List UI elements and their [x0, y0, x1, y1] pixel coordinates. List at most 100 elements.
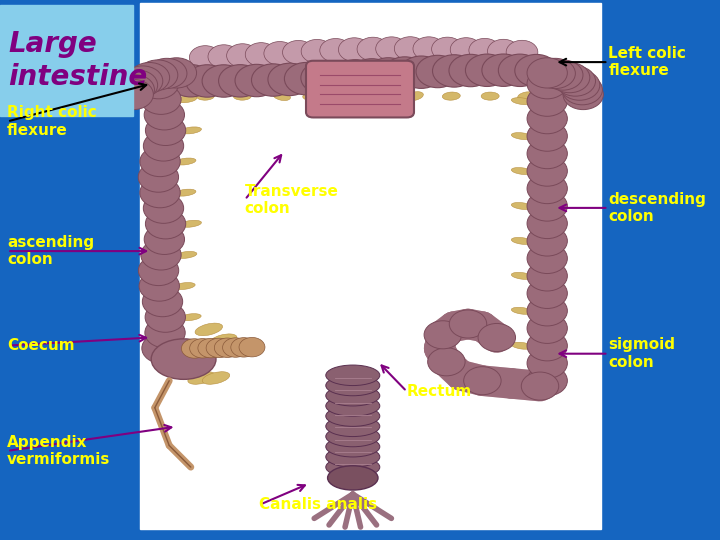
Circle shape	[559, 70, 600, 100]
Ellipse shape	[325, 375, 380, 396]
Ellipse shape	[325, 396, 380, 416]
Ellipse shape	[195, 323, 222, 336]
Ellipse shape	[302, 92, 320, 100]
Ellipse shape	[325, 426, 380, 447]
Circle shape	[376, 37, 408, 60]
Circle shape	[301, 39, 333, 63]
Circle shape	[527, 86, 567, 116]
Circle shape	[231, 338, 257, 357]
Ellipse shape	[475, 92, 493, 100]
Circle shape	[449, 55, 492, 87]
FancyBboxPatch shape	[0, 5, 133, 116]
Circle shape	[264, 42, 296, 65]
Ellipse shape	[176, 96, 197, 103]
Text: Coecum: Coecum	[7, 338, 75, 353]
Circle shape	[222, 338, 248, 357]
Circle shape	[563, 79, 603, 110]
Circle shape	[138, 69, 179, 99]
Circle shape	[114, 75, 155, 105]
Ellipse shape	[325, 447, 380, 467]
Circle shape	[284, 63, 328, 95]
Circle shape	[527, 121, 567, 151]
Circle shape	[130, 63, 170, 93]
Ellipse shape	[328, 465, 378, 490]
Circle shape	[350, 59, 393, 91]
Ellipse shape	[325, 386, 380, 406]
Circle shape	[219, 65, 262, 97]
Text: Canalis analis: Canalis analis	[259, 497, 377, 512]
Text: ascending
colon: ascending colon	[7, 235, 94, 267]
Circle shape	[186, 65, 229, 97]
Ellipse shape	[180, 314, 201, 321]
Circle shape	[527, 156, 567, 186]
Ellipse shape	[151, 339, 216, 379]
Circle shape	[433, 55, 476, 87]
Circle shape	[416, 55, 459, 87]
Circle shape	[320, 38, 351, 62]
Ellipse shape	[202, 372, 230, 384]
Ellipse shape	[176, 345, 198, 352]
Ellipse shape	[188, 372, 215, 384]
Circle shape	[527, 296, 567, 326]
Circle shape	[515, 55, 558, 87]
Circle shape	[206, 338, 232, 357]
Circle shape	[535, 58, 575, 89]
Circle shape	[169, 65, 212, 97]
Circle shape	[334, 60, 377, 92]
Circle shape	[449, 310, 487, 338]
Circle shape	[202, 65, 246, 97]
Circle shape	[189, 46, 221, 70]
Text: Appendix
vermiformis: Appendix vermiformis	[7, 435, 111, 467]
Ellipse shape	[511, 342, 533, 349]
Circle shape	[527, 366, 567, 396]
Circle shape	[251, 64, 294, 96]
Ellipse shape	[197, 92, 214, 100]
Text: Large
intestine: Large intestine	[9, 30, 148, 91]
Circle shape	[527, 104, 567, 134]
Circle shape	[215, 338, 240, 357]
Circle shape	[555, 66, 595, 96]
Circle shape	[428, 348, 465, 376]
Circle shape	[301, 62, 344, 94]
Ellipse shape	[344, 92, 362, 100]
Ellipse shape	[228, 92, 246, 100]
Circle shape	[400, 56, 443, 89]
Circle shape	[450, 38, 482, 62]
Circle shape	[235, 64, 278, 97]
Circle shape	[239, 338, 265, 357]
Circle shape	[465, 54, 508, 86]
Ellipse shape	[511, 98, 533, 105]
Circle shape	[413, 37, 445, 60]
Circle shape	[122, 66, 163, 96]
Ellipse shape	[325, 436, 380, 457]
Circle shape	[527, 278, 567, 308]
Circle shape	[145, 115, 186, 145]
Circle shape	[145, 208, 186, 239]
Circle shape	[527, 330, 567, 361]
Ellipse shape	[511, 167, 533, 174]
Circle shape	[268, 63, 311, 96]
Circle shape	[144, 224, 184, 254]
FancyBboxPatch shape	[306, 60, 414, 117]
Circle shape	[366, 58, 410, 90]
Circle shape	[318, 60, 361, 93]
Circle shape	[140, 178, 180, 208]
Ellipse shape	[174, 282, 195, 289]
Circle shape	[145, 302, 186, 332]
Circle shape	[498, 54, 541, 86]
Circle shape	[487, 39, 519, 63]
Circle shape	[527, 208, 567, 239]
Ellipse shape	[274, 92, 291, 100]
Text: sigmoid
colon: sigmoid colon	[608, 338, 675, 370]
Circle shape	[189, 339, 215, 358]
Ellipse shape	[445, 92, 463, 100]
Ellipse shape	[511, 272, 533, 279]
Circle shape	[246, 43, 277, 66]
Circle shape	[138, 255, 179, 286]
Circle shape	[431, 37, 463, 61]
Circle shape	[527, 69, 567, 99]
Circle shape	[138, 60, 178, 90]
Circle shape	[147, 58, 187, 89]
Circle shape	[141, 84, 181, 114]
Ellipse shape	[511, 377, 533, 384]
